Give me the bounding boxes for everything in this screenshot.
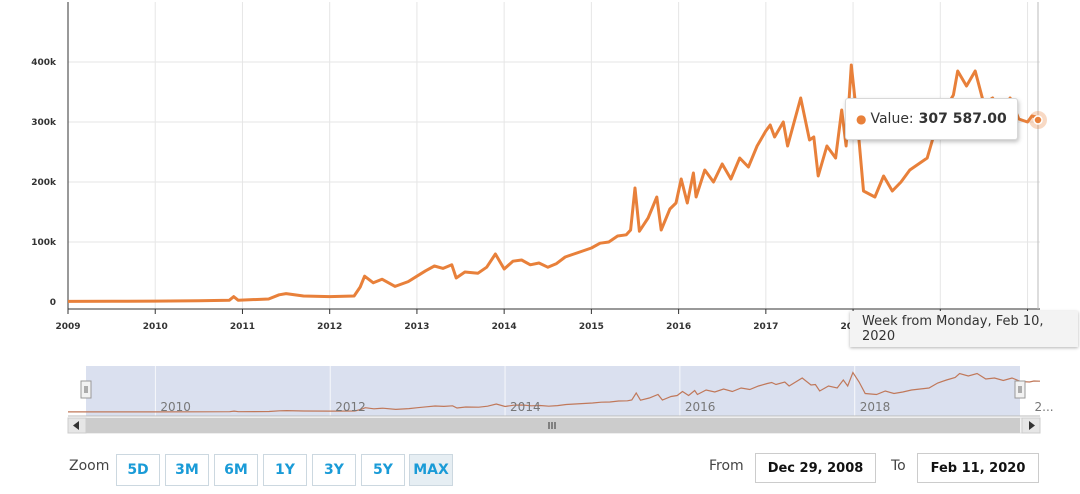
x-tick-label: 2009 xyxy=(55,322,80,332)
zoom-button-max[interactable]: MAX xyxy=(409,454,453,486)
zoom-button-1y[interactable]: 1Y xyxy=(263,454,307,486)
x-tick-label: 2016 xyxy=(666,322,691,332)
navigator-series-line xyxy=(68,371,1041,413)
main-chart[interactable]: 0 100k 200k 300k 400k 2009 2010 2011 2012 2013 20… xyxy=(0,0,1080,345)
zoom-button-3y[interactable]: 3Y xyxy=(312,454,356,486)
y-grid xyxy=(68,61,1040,243)
scroll-left-icon[interactable] xyxy=(67,417,87,434)
scrollbar-grip-icon xyxy=(548,422,556,429)
navigator-label: 2016 xyxy=(685,400,716,414)
scroll-right-icon[interactable] xyxy=(1021,417,1041,434)
crosshair-date-label: Week from Monday, Feb 10, 2020 xyxy=(862,314,1044,344)
x-tick-label: 2014 xyxy=(492,322,517,332)
scrollbar-thumb[interactable] xyxy=(86,418,1020,433)
series-line[interactable] xyxy=(67,63,1039,303)
tooltip-value: 307 587.00 xyxy=(918,111,1007,127)
navigator-label: 2010 xyxy=(160,400,191,414)
from-label: From xyxy=(709,458,744,474)
value-tooltip: ● Value: 307 587.00 xyxy=(845,98,1018,140)
navigator-label: 2018 xyxy=(860,400,891,414)
x-tick-label: 2012 xyxy=(317,322,342,332)
navigator-label: 2012 xyxy=(335,400,366,414)
x-tick-label: 2013 xyxy=(404,322,429,332)
y-tick-label: 0 xyxy=(50,298,56,308)
y-tick-label: 200k xyxy=(31,178,57,188)
navigator-label: 2014 xyxy=(510,400,541,414)
series-dot-icon: ● xyxy=(856,112,867,126)
x-tick-label: 2017 xyxy=(753,322,778,332)
from-date-input[interactable]: Dec 29, 2008 xyxy=(755,453,876,483)
to-date-input[interactable]: Feb 11, 2020 xyxy=(917,453,1039,483)
navigator[interactable]: 2010 2012 2014 2016 2018 2... xyxy=(0,360,1080,440)
zoom-button-5d[interactable]: 5D xyxy=(116,454,160,486)
navigator-handle-right[interactable] xyxy=(1014,380,1026,399)
zoom-button-6m[interactable]: 6M xyxy=(214,454,258,486)
x-tick-label: 2015 xyxy=(579,322,604,332)
y-tick-labels: 0 100k 200k 300k 400k xyxy=(31,58,57,308)
tooltip-label: Value: xyxy=(870,111,914,127)
to-label: To xyxy=(891,458,906,474)
zoom-button-5y[interactable]: 5Y xyxy=(361,454,405,486)
x-tick-label: 2010 xyxy=(143,322,168,332)
zoom-label: Zoom xyxy=(69,458,110,474)
hover-point[interactable] xyxy=(1033,115,1043,125)
y-tick-label: 400k xyxy=(31,58,57,68)
x-tick-label: 2011 xyxy=(230,322,255,332)
navigator-label: 2... xyxy=(1035,400,1054,414)
range-selector: Zoom 5D 3M 6M 1Y 3Y 5Y MAX From Dec 29, 2008 T… xyxy=(0,448,1080,488)
y-tick-label: 300k xyxy=(31,118,57,128)
navigator-handle-left[interactable] xyxy=(80,380,92,399)
y-tick-label: 100k xyxy=(31,238,57,248)
navigator-labels: 2010 2012 2014 2016 2018 2... xyxy=(160,400,1053,414)
zoom-button-3m[interactable]: 3M xyxy=(165,454,209,486)
x-crosshair-label: Week from Monday, Feb 10, 2020 xyxy=(850,311,1078,347)
